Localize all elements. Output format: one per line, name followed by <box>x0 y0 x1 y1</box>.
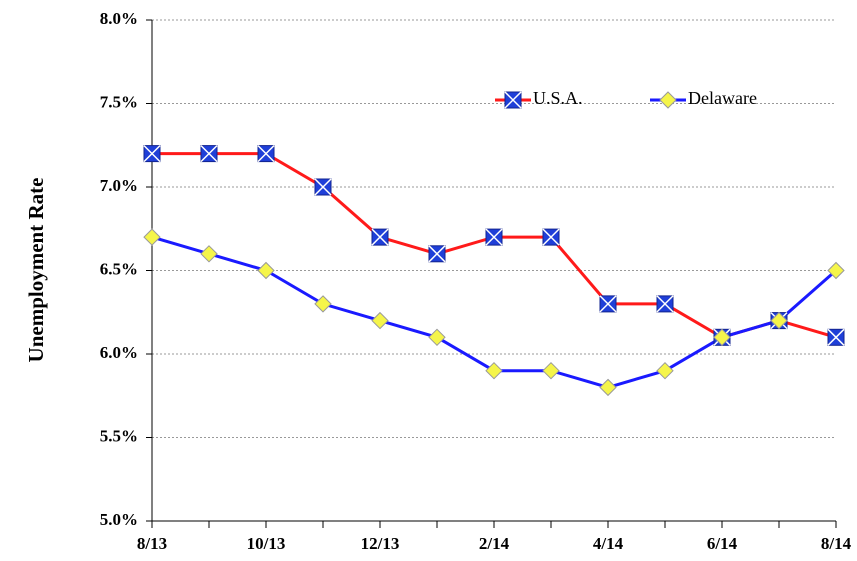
data-point <box>143 228 161 246</box>
data-point <box>143 145 161 163</box>
y-axis-label: Unemployment Rate <box>24 178 48 363</box>
data-point <box>656 361 674 380</box>
data-point <box>200 145 218 163</box>
y-tick-label: 7.0% <box>100 176 138 195</box>
data-point <box>257 145 275 163</box>
data-point <box>371 311 389 330</box>
y-tick-label: 5.5% <box>100 426 138 445</box>
x-tick-label: 10/13 <box>247 534 286 553</box>
data-point <box>257 261 275 280</box>
x-tick-label: 8/13 <box>137 534 167 553</box>
data-point <box>770 311 788 330</box>
legend-text: U.S.A. <box>533 88 583 108</box>
legend-text: Delaware <box>688 88 757 108</box>
data-point <box>656 295 674 313</box>
data-point <box>428 245 446 263</box>
data-point <box>542 228 560 246</box>
x-tick-label: 4/14 <box>593 534 624 553</box>
data-point <box>713 328 731 347</box>
y-tick-label: 8.0% <box>100 9 138 28</box>
y-tick-label: 6.0% <box>100 343 138 362</box>
legend-marker <box>504 91 522 109</box>
data-point <box>371 228 389 246</box>
y-tick-label: 6.5% <box>100 259 138 278</box>
data-point <box>827 261 845 280</box>
data-point <box>200 245 218 263</box>
data-point <box>314 295 332 313</box>
data-point <box>827 328 845 346</box>
data-point <box>314 178 332 196</box>
legend-marker <box>659 91 677 109</box>
data-point <box>485 361 503 380</box>
y-tick-label: 5.0% <box>100 510 138 529</box>
data-point <box>428 328 446 347</box>
data-point <box>599 295 617 313</box>
data-point <box>599 378 617 397</box>
x-tick-label: 6/14 <box>707 534 738 553</box>
y-tick-label: 7.5% <box>100 92 138 111</box>
x-tick-label: 8/14 <box>821 534 852 553</box>
x-tick-label: 2/14 <box>479 534 510 553</box>
x-tick-label: 12/13 <box>361 534 400 553</box>
data-point <box>542 361 560 380</box>
data-point <box>485 228 503 246</box>
